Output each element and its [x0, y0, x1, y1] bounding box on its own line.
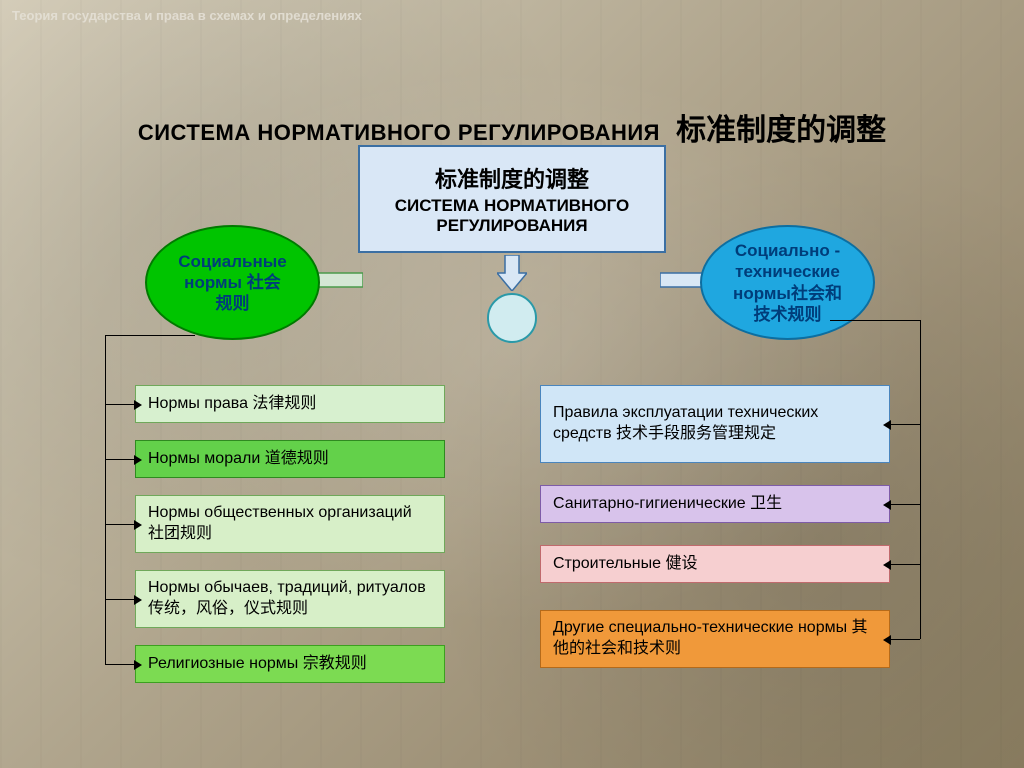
ellipse-socio-technical-norms: Социально - технические нормы社会和 技术规则: [700, 225, 875, 340]
connector-arrowhead-icon: [883, 560, 891, 570]
left-box-0: Нормы права 法律规则: [135, 385, 445, 423]
left-box-1: Нормы морали 道德规则: [135, 440, 445, 478]
root-ru: СИСТЕМА НОРМАТИВНОГО РЕГУЛИРОВАНИЯ: [370, 196, 654, 237]
right-box-0: Правила эксплуатации технических средств…: [540, 385, 890, 463]
connector-line: [105, 524, 135, 525]
right-box-1: Санитарно-гигиенические 卫生: [540, 485, 890, 523]
connector-arrowhead-icon: [134, 595, 142, 605]
connector-line: [890, 504, 920, 505]
connector-arrowhead-icon: [883, 635, 891, 645]
root-node: 标准制度的调整 СИСТЕМА НОРМАТИВНОГО РЕГУЛИРОВАН…: [358, 145, 666, 253]
right-box-3: Другие специально-технические нормы 其他的社…: [540, 610, 890, 668]
connector-line: [920, 320, 921, 639]
page-title: СИСТЕМА НОРМАТИВНОГО РЕГУЛИРОВАНИЯ 标准制度的…: [0, 105, 1024, 149]
left-box-3: Нормы обычаев, традиций, ритуалов 传统，风俗，…: [135, 570, 445, 628]
connector-line: [890, 639, 920, 640]
watermark: Теория государства и права в схемах и оп…: [12, 8, 362, 23]
connector-line: [105, 459, 135, 460]
connector-line: [105, 599, 135, 600]
ellipse-right-line1: Социально -: [735, 240, 840, 261]
right-box-2: Строительные 健设: [540, 545, 890, 583]
left-box-2: Нормы общественных организаций 社团规则: [135, 495, 445, 553]
ellipse-right-line4: 技术规则: [754, 304, 822, 325]
connector-arrowhead-icon: [134, 660, 142, 670]
connector-line: [890, 564, 920, 565]
connector-line: [105, 404, 135, 405]
connector-line: [105, 664, 135, 665]
root-zh: 标准制度的调整: [435, 162, 589, 194]
connector-arrowhead-icon: [134, 455, 142, 465]
connector-arrowhead-icon: [883, 420, 891, 430]
connector-arrowhead-icon: [134, 520, 142, 530]
ellipse-left-line1: Социальные: [178, 251, 287, 272]
ellipse-social-norms: Социальные нормы 社会 规则: [145, 225, 320, 340]
connector-line: [890, 424, 920, 425]
circle-node: [487, 293, 537, 343]
ellipse-left-line3: 规则: [216, 293, 250, 314]
ellipse-right-line2: технические: [735, 261, 840, 282]
connector-arrowhead-icon: [134, 400, 142, 410]
ellipse-right-line3: нормы社会和: [733, 283, 842, 304]
connector-line: [830, 320, 920, 321]
connector-line: [105, 335, 106, 664]
connector-line: [105, 335, 195, 336]
arrow-down-icon: [497, 255, 527, 291]
title-zh: 标准制度的调整: [676, 114, 886, 147]
connector-arrowhead-icon: [883, 500, 891, 510]
ellipse-left-line2: нормы 社会: [184, 272, 281, 293]
left-box-4: Религиозные нормы 宗教规则: [135, 645, 445, 683]
title-ru: СИСТЕМА НОРМАТИВНОГО РЕГУЛИРОВАНИЯ: [138, 120, 660, 145]
